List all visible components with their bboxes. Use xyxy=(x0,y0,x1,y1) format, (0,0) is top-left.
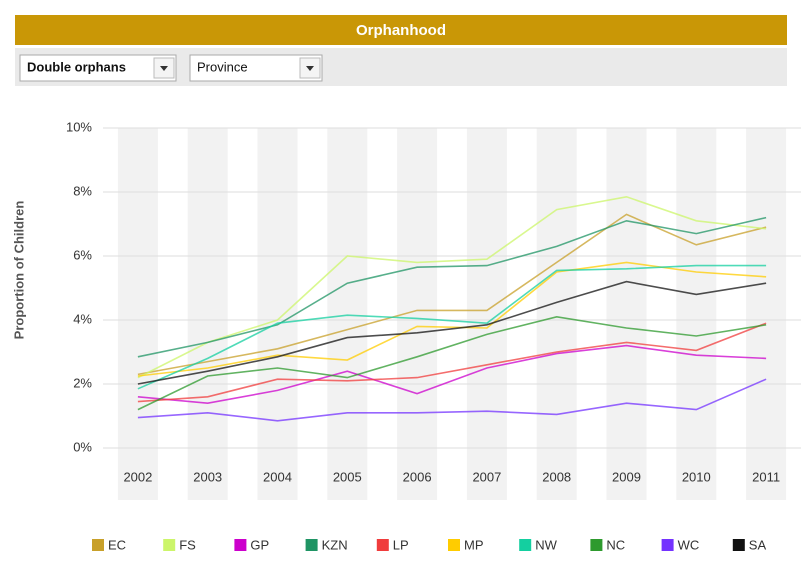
dropdown-label: Province xyxy=(197,59,248,74)
y-tick-label: 10% xyxy=(66,119,92,134)
dropdown-label: Double orphans xyxy=(27,59,126,74)
legend-label: LP xyxy=(393,537,409,552)
series-line xyxy=(137,315,767,411)
band xyxy=(466,128,507,500)
x-tick-label: 2007 xyxy=(472,469,501,484)
band xyxy=(536,128,577,500)
x-tick-label: 2005 xyxy=(333,469,362,484)
x-tick-label: 2009 xyxy=(612,469,641,484)
header-title: Orphanhood xyxy=(356,22,446,39)
y-tick-label: 0% xyxy=(73,439,92,454)
legend-label: KZN xyxy=(322,537,348,552)
series-line xyxy=(137,264,767,390)
legend-item[interactable]: NW xyxy=(519,537,558,552)
legend-swatch xyxy=(732,539,745,551)
band xyxy=(257,128,298,500)
legend-item[interactable]: FS xyxy=(163,537,196,552)
series-line xyxy=(137,195,767,379)
legend-item[interactable]: KZN xyxy=(305,537,348,552)
legend-swatch xyxy=(519,539,532,551)
y-tick-label: 2% xyxy=(73,375,92,390)
legend-label: NC xyxy=(606,537,625,552)
x-tick-label: 2008 xyxy=(542,469,571,484)
legend-swatch xyxy=(376,539,389,551)
legend-swatch xyxy=(234,539,247,551)
y-tick-label: 8% xyxy=(73,183,92,198)
dropdown-box xyxy=(19,54,177,82)
band xyxy=(676,128,717,500)
y-tick-label: 6% xyxy=(73,247,92,262)
dropdown[interactable]: Province xyxy=(189,54,323,82)
series-line xyxy=(137,261,767,377)
legend-label: MP xyxy=(464,537,484,552)
band xyxy=(606,128,647,500)
series-line xyxy=(137,280,767,385)
series-line xyxy=(137,216,767,358)
band xyxy=(327,128,368,500)
dropdown-arrow xyxy=(306,66,314,71)
y-axis-label: Proportion of Children xyxy=(11,201,26,340)
legend-label: EC xyxy=(108,537,126,552)
x-tick-label: 2010 xyxy=(682,469,711,484)
legend-item[interactable]: MP xyxy=(448,537,484,552)
legend-swatch xyxy=(590,539,603,551)
legend-swatch xyxy=(448,539,460,551)
band xyxy=(746,128,787,500)
y-tick-label: 4% xyxy=(73,311,92,326)
legend-label: FS xyxy=(179,537,196,552)
legend-swatch xyxy=(92,539,104,551)
legend-swatch xyxy=(661,539,674,551)
x-tick-label: 2004 xyxy=(263,469,292,484)
legend-label: NW xyxy=(535,537,557,552)
legend-label: SA xyxy=(749,537,767,552)
legend-item[interactable]: NC xyxy=(590,537,625,552)
legend-label: GP xyxy=(250,537,269,552)
legend-item[interactable]: LP xyxy=(376,537,409,552)
legend-label: WC xyxy=(678,537,700,552)
dropdown-arrow xyxy=(160,66,168,71)
legend-item[interactable]: SA xyxy=(732,537,767,552)
band xyxy=(187,128,228,500)
legend-swatch xyxy=(305,539,318,551)
series-line xyxy=(137,213,767,376)
band xyxy=(117,128,158,500)
dropdown[interactable]: Double orphans xyxy=(19,54,177,82)
series-line xyxy=(137,344,767,405)
series-line xyxy=(137,378,767,422)
x-tick-label: 2011 xyxy=(752,469,780,484)
series-line xyxy=(137,322,767,403)
x-tick-label: 2003 xyxy=(193,469,222,484)
x-tick-label: 2006 xyxy=(403,469,432,484)
legend-item[interactable]: GP xyxy=(234,537,269,552)
header-bar xyxy=(15,15,787,45)
x-tick-label: 2002 xyxy=(123,469,152,484)
legend-item[interactable]: EC xyxy=(92,537,126,552)
legend-item[interactable]: WC xyxy=(661,537,700,552)
legend-swatch xyxy=(163,539,176,551)
